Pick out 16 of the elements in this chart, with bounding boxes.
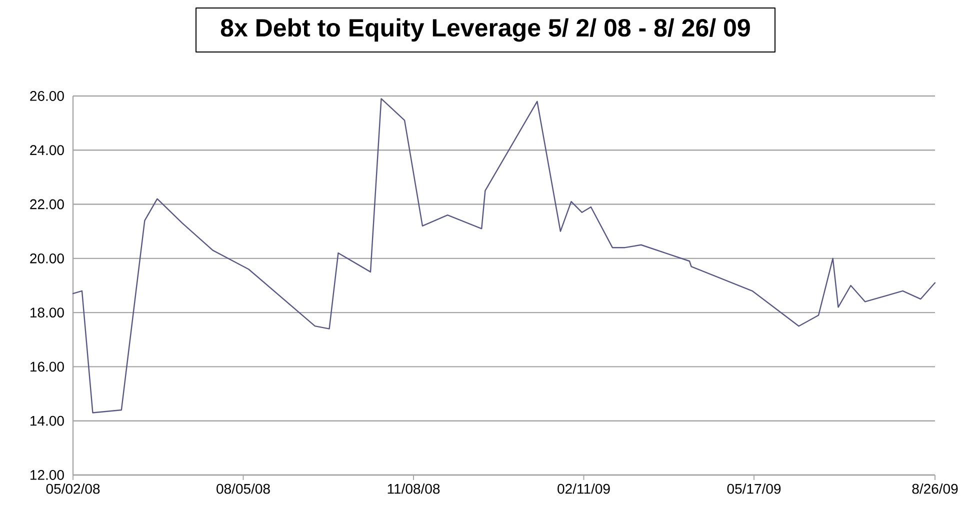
x-tick-label: 02/11/09: [558, 484, 610, 494]
y-tick-label: 18.00: [30, 308, 64, 318]
y-tick-label: 14.00: [30, 416, 64, 426]
y-tick-label: 16.00: [30, 362, 64, 372]
x-tick-label: 08/05/08: [216, 484, 270, 494]
chart-title: 8x Debt to Equity Leverage 5/ 2/ 08 - 8/ 26/ 09: [220, 18, 750, 42]
x-tick-label: 05/17/09: [727, 484, 781, 494]
x-tick-label: 8/26/09: [912, 484, 958, 494]
x-tick-label: 11/08/08: [388, 484, 440, 494]
y-tick-label: 24.00: [30, 145, 64, 156]
y-tick-label: 20.00: [30, 253, 64, 264]
y-tick-label: 12.00: [30, 470, 64, 480]
y-tick-label: 26.00: [30, 91, 64, 101]
y-tick-label: 22.00: [30, 199, 64, 210]
line-series: [72, 98, 936, 414]
x-tick-label: 05/02/08: [46, 484, 100, 494]
